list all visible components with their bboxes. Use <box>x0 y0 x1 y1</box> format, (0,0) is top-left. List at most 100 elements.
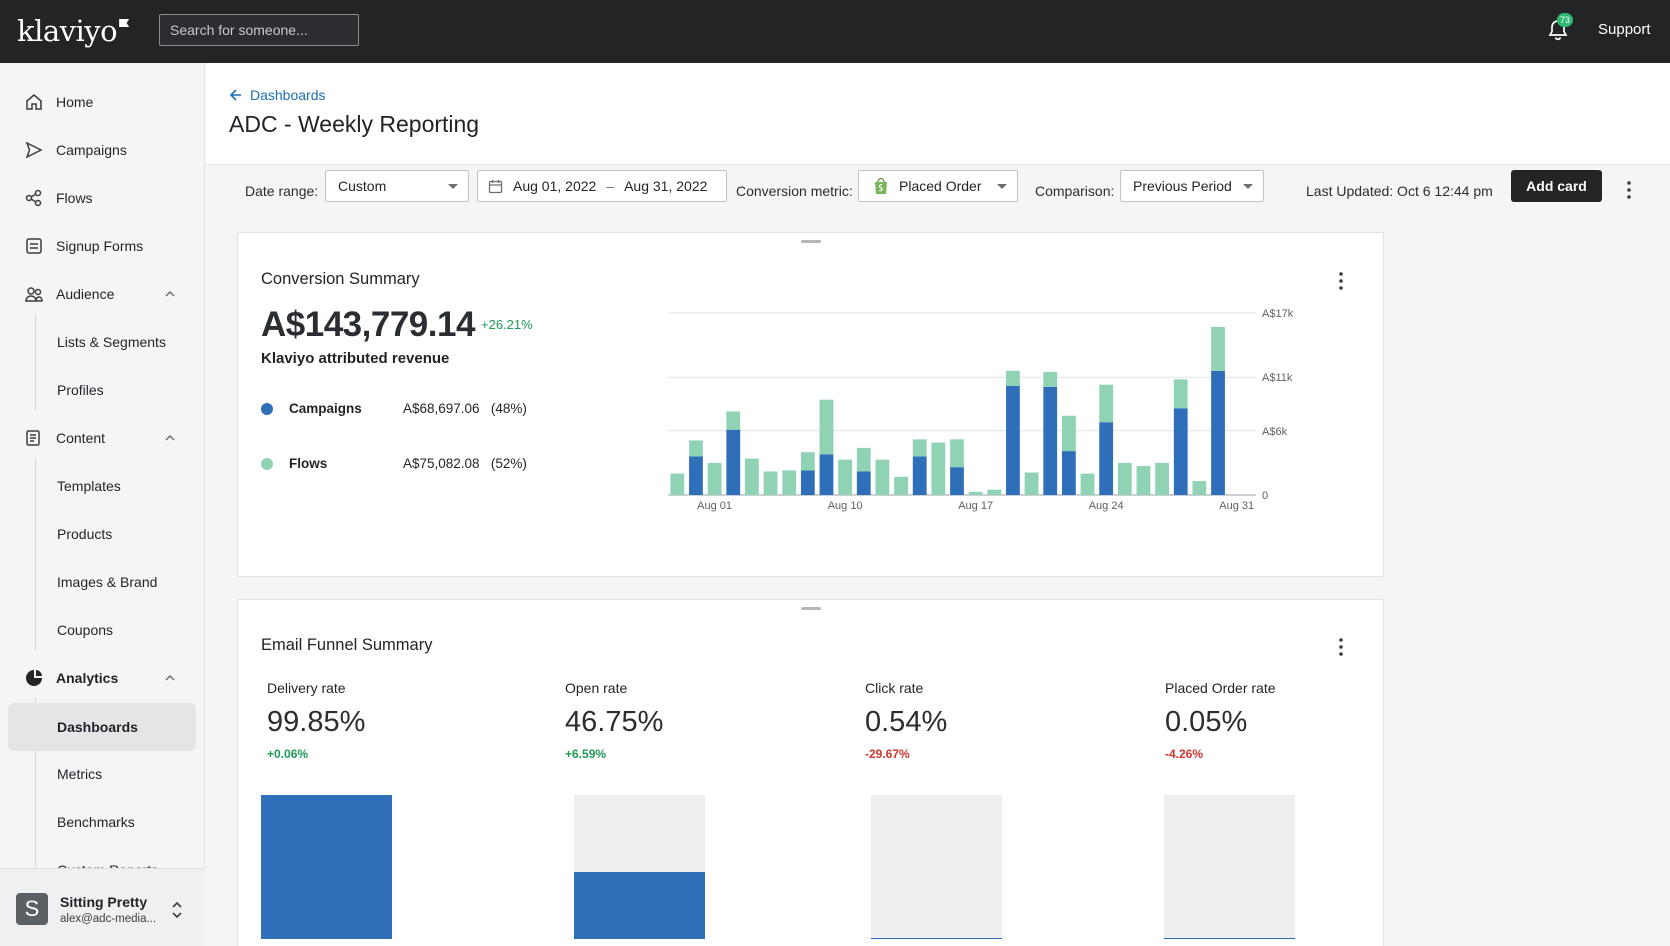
sidebar-item-audience[interactable]: Audience <box>0 274 204 314</box>
bar-flows <box>1192 481 1207 495</box>
legend-name: Campaigns <box>289 401 362 416</box>
funnel-bar-open[interactable] <box>574 795 705 939</box>
sidebar-item-label: Analytics <box>56 670 119 686</box>
sub-nav-guide <box>35 698 36 946</box>
legend-share: (52%) <box>490 456 527 471</box>
bar-campaigns <box>912 456 927 495</box>
card-title: Conversion Summary <box>261 270 420 288</box>
sidebar-item-label: Flows <box>56 190 93 206</box>
legend-dot <box>261 458 273 470</box>
y-tick-label: A$11k <box>1262 372 1293 384</box>
sidebar-item-label: Audience <box>56 286 115 302</box>
y-tick-label: A$6k <box>1262 426 1288 438</box>
page-title: ADC - Weekly Reporting <box>229 111 480 137</box>
sidebar-item-dashboards[interactable]: Dashboards <box>8 703 196 751</box>
bar-flows <box>1117 462 1132 495</box>
funnel-bar-delivery[interactable] <box>261 795 392 939</box>
date-range-select[interactable]: Custom <box>325 170 469 202</box>
legend-amount: A$75,082.08 <box>403 456 480 471</box>
bar-campaigns <box>1099 422 1114 495</box>
account-switcher[interactable]: S Sitting Pretty alex@adc-media... <box>0 868 205 946</box>
date-end-value[interactable]: Aug 31, 2022 <box>624 178 708 194</box>
sidebar-item-images-brand[interactable]: Images & Brand <box>0 562 204 602</box>
bar-flows <box>856 447 871 472</box>
bar-flows <box>782 470 797 495</box>
bar-flows <box>950 439 964 468</box>
bar-flows <box>987 489 1002 495</box>
form-icon <box>26 238 42 254</box>
sidebar-item-label: Home <box>56 94 94 110</box>
account-email: alex@adc-media... <box>60 913 157 925</box>
card-more-options-icon[interactable] <box>1338 637 1344 657</box>
date-start-value[interactable]: Aug 01, 2022 <box>513 178 597 194</box>
sidebar-item-campaigns[interactable]: Campaigns <box>0 130 204 170</box>
sidebar-item-products[interactable]: Products <box>0 514 204 554</box>
comparison-select[interactable]: Previous Period <box>1120 170 1264 202</box>
bar-campaigns <box>726 429 741 495</box>
funnel-bar-fill <box>1164 937 1295 939</box>
bar-flows <box>968 491 983 495</box>
drag-handle[interactable] <box>801 240 821 243</box>
legend-name: Flows <box>289 456 328 471</box>
sidebar-item-metrics[interactable]: Metrics <box>0 754 204 794</box>
comparison-value: Previous Period <box>1133 178 1232 194</box>
bar-flows <box>1155 462 1169 495</box>
content-icon <box>26 430 40 446</box>
top-bar: klaviyo 73 Support <box>0 0 1670 63</box>
bar-flows <box>670 473 685 495</box>
drag-handle[interactable] <box>801 607 821 610</box>
sidebar-item-coupons[interactable]: Coupons <box>0 610 204 650</box>
bar-campaigns <box>856 471 871 495</box>
sidebar-item-analytics[interactable]: Analytics <box>0 658 204 698</box>
conversion-metric-select[interactable]: Placed Order <box>858 170 1018 202</box>
bar-campaigns <box>819 454 834 495</box>
back-link-label: Dashboards <box>250 87 326 103</box>
support-link[interactable]: Support <box>1598 21 1651 38</box>
sidebar-item-content[interactable]: Content <box>0 418 204 458</box>
bar-flows <box>819 399 834 455</box>
revenue-delta: +26.21% <box>481 317 533 332</box>
sidebar-item-benchmarks[interactable]: Benchmarks <box>0 802 204 842</box>
chevron-up-icon[interactable] <box>164 432 176 444</box>
sidebar-item-templates[interactable]: Templates <box>0 466 204 506</box>
sidebar-item-label: Coupons <box>57 622 114 638</box>
chevron-up-down-icon[interactable] <box>170 899 184 921</box>
sidebar-item-lists-segments[interactable]: Lists & Segments <box>0 322 204 362</box>
x-tick-label: Aug 24 <box>1089 500 1124 512</box>
date-picker[interactable]: Aug 01, 2022 – Aug 31, 2022 <box>477 170 727 202</box>
metric-label: Placed Order rate <box>1165 680 1276 696</box>
add-card-button[interactable]: Add card <box>1511 170 1602 202</box>
back-to-dashboards-link[interactable]: Dashboards <box>230 87 326 103</box>
chevron-down-icon <box>997 184 1007 189</box>
comparison-label: Comparison: <box>1035 183 1115 199</box>
klaviyo-logo[interactable]: klaviyo <box>17 14 130 48</box>
metric-label: Delivery rate <box>267 680 346 696</box>
shopify-bag-icon <box>875 177 887 194</box>
sidebar-item-label: Campaigns <box>56 142 127 158</box>
date-range-value: Custom <box>338 178 387 194</box>
sidebar-item-profiles[interactable]: Profiles <box>0 370 204 410</box>
bar-flows <box>1024 472 1039 495</box>
bar-campaigns <box>1006 385 1020 495</box>
funnel-bar-fill <box>574 871 705 939</box>
funnel-bar-fill <box>871 937 1002 939</box>
funnel-bar-click[interactable] <box>871 795 1002 939</box>
sidebar-item-signup-forms[interactable]: Signup Forms <box>0 226 204 266</box>
chevron-up-icon[interactable] <box>164 672 176 684</box>
funnel-bar-placed-order[interactable] <box>1164 795 1295 939</box>
sidebar-item-label: Products <box>57 526 113 542</box>
bar-flows <box>1043 371 1058 387</box>
search-box[interactable] <box>159 14 359 46</box>
sidebar-item-flows[interactable]: Flows <box>0 178 204 218</box>
metric-delta: -4.26% <box>1165 747 1204 761</box>
sidebar-item-home[interactable]: Home <box>0 82 204 122</box>
notification-count-badge: 73 <box>1557 13 1573 27</box>
card-more-options-icon[interactable] <box>1338 271 1344 291</box>
more-options-icon[interactable] <box>1626 180 1632 200</box>
account-name: Sitting Pretty <box>60 894 148 910</box>
bar-flows <box>689 440 703 457</box>
search-input[interactable] <box>170 22 351 38</box>
bar-campaigns <box>1211 370 1225 495</box>
chevron-up-icon[interactable] <box>164 288 176 300</box>
y-tick-label: A$17k <box>1262 308 1294 320</box>
